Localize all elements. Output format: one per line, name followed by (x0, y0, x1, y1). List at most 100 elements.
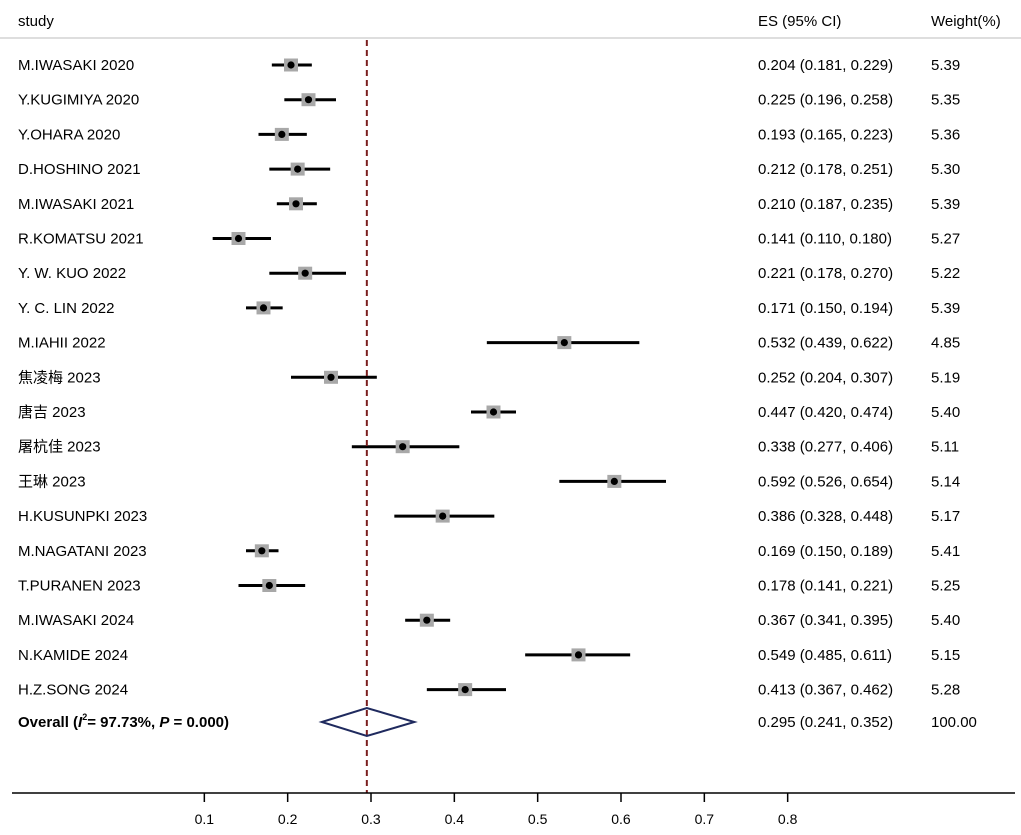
x-tick-label: 0.2 (278, 811, 298, 827)
study-label: H.KUSUNPKI 2023 (18, 508, 147, 525)
study-row: Y.OHARA 2020 0.193 (0.165, 0.223) 5.36 (18, 126, 960, 143)
study-ci: 0.221 (0.178, 0.270) (758, 265, 893, 282)
point-estimate (259, 304, 268, 312)
study-weight: 5.14 (931, 473, 960, 490)
study-ci: 0.413 (0.367, 0.462) (758, 682, 893, 699)
point-estimate (610, 477, 618, 485)
study-label: 王琳 2023 (18, 473, 86, 490)
study-ci: 0.171 (0.150, 0.194) (758, 300, 893, 317)
overall-label: Overall (I2= 97.73%, P = 0.000) (18, 712, 229, 731)
study-label: 唐吉 2023 (18, 404, 86, 421)
study-weight: 5.11 (931, 439, 959, 456)
study-ci: 0.169 (0.150, 0.189) (758, 543, 893, 560)
study-ci: 0.447 (0.420, 0.474) (758, 404, 893, 421)
x-tick-label: 0.6 (611, 811, 631, 827)
study-row: Y. C. LIN 2022 0.171 (0.150, 0.194) 5.39 (18, 300, 960, 317)
header-study: study (18, 13, 54, 30)
point-estimate (292, 200, 300, 208)
study-label: Y.OHARA 2020 (18, 126, 120, 143)
point-estimate (439, 512, 447, 520)
study-ci: 0.532 (0.439, 0.622) (758, 335, 893, 352)
x-tick-label: 0.3 (361, 811, 381, 827)
point-estimate (399, 443, 407, 451)
study-weight: 5.28 (931, 682, 960, 699)
point-estimate (327, 373, 335, 381)
point-estimate (234, 234, 243, 243)
study-weight: 5.40 (931, 404, 960, 421)
x-tick-label: 0.4 (445, 811, 465, 827)
study-label: 屠杭佳 2023 (18, 439, 101, 456)
study-row: M.IWASAKI 2021 0.210 (0.187, 0.235) 5.39 (18, 196, 960, 213)
x-tick-label: 0.1 (195, 811, 215, 827)
point-estimate (258, 547, 266, 555)
study-ci: 0.367 (0.341, 0.395) (758, 612, 893, 629)
overall-weight: 100.00 (931, 714, 977, 731)
overall-row: Overall (I2= 97.73%, P = 0.000) 0.295 (0… (18, 706, 977, 738)
point-estimate (294, 165, 302, 173)
study-ci: 0.549 (0.485, 0.611) (758, 647, 892, 664)
header-weight: Weight(%) (931, 13, 1001, 30)
study-rows: M.IWASAKI 2020 0.204 (0.181, 0.229) 5.39 Y.… (18, 57, 960, 699)
study-weight: 5.22 (931, 265, 960, 282)
study-row: Y.KUGIMIYA 2020 0.225 (0.196, 0.258) 5.35 (18, 92, 960, 109)
point-estimate (423, 616, 431, 624)
study-label: M.IWASAKI 2021 (18, 196, 134, 213)
study-label: Y. C. LIN 2022 (18, 300, 114, 317)
study-row: M.IAHII 2022 0.532 (0.439, 0.622) 4.85 (18, 335, 960, 352)
study-weight: 5.17 (931, 508, 960, 525)
point-estimate (461, 686, 469, 694)
study-ci: 0.338 (0.277, 0.406) (758, 439, 893, 456)
point-estimate (304, 96, 313, 104)
x-axis: 0.1 0.2 0.3 0.4 0.5 0.6 0.7 0.8 (12, 792, 1015, 827)
study-weight: 5.39 (931, 196, 960, 213)
x-tick-label: 0.7 (695, 811, 715, 827)
point-estimate (489, 408, 498, 416)
study-label: Y.KUGIMIYA 2020 (18, 92, 139, 109)
study-label: N.KAMIDE 2024 (18, 647, 128, 664)
study-label: H.Z.SONG 2024 (18, 682, 128, 699)
study-label: T.PURANEN 2023 (18, 578, 141, 595)
study-label: R.KOMATSU 2021 (18, 231, 144, 248)
study-label: Y. W. KUO 2022 (18, 265, 126, 282)
point-estimate (574, 651, 583, 659)
study-ci: 0.386 (0.328, 0.448) (758, 508, 893, 525)
study-weight: 5.25 (931, 578, 960, 595)
study-label: M.IWASAKI 2024 (18, 612, 134, 629)
study-weight: 5.30 (931, 161, 960, 178)
study-weight: 5.39 (931, 57, 960, 74)
study-row: M.NAGATANI 2023 0.169 (0.150, 0.189) 5.41 (18, 543, 960, 560)
study-row: 焦凌梅 2023 0.252 (0.204, 0.307) 5.19 (18, 369, 960, 386)
study-ci: 0.212 (0.178, 0.251) (758, 161, 893, 178)
study-weight: 5.27 (931, 231, 960, 248)
study-row: D.HOSHINO 2021 0.212 (0.178, 0.251) 5.30 (18, 161, 960, 178)
study-ci: 0.178 (0.141, 0.221) (758, 578, 893, 595)
study-label: D.HOSHINO 2021 (18, 161, 141, 178)
study-row: 唐吉 2023 0.447 (0.420, 0.474) 5.40 (18, 404, 960, 421)
study-ci: 0.141 (0.110, 0.180) (758, 231, 892, 248)
study-ci: 0.225 (0.196, 0.258) (758, 92, 893, 109)
study-ci: 0.592 (0.526, 0.654) (758, 473, 893, 490)
study-row: Y. W. KUO 2022 0.221 (0.178, 0.270) 5.22 (18, 265, 960, 282)
study-label: 焦凌梅 2023 (18, 369, 101, 386)
point-estimate (560, 339, 568, 347)
study-weight: 5.41 (931, 543, 960, 560)
study-ci: 0.193 (0.165, 0.223) (758, 126, 893, 143)
point-estimate (278, 130, 286, 138)
study-weight: 5.40 (931, 612, 960, 629)
study-weight: 5.36 (931, 126, 960, 143)
study-weight: 5.19 (931, 369, 960, 386)
study-row: T.PURANEN 2023 0.178 (0.141, 0.221) 5.25 (18, 578, 960, 595)
overall-diamond (318, 706, 418, 738)
study-weight: 5.35 (931, 92, 960, 109)
study-row: H.Z.SONG 2024 0.413 (0.367, 0.462) 5.28 (18, 682, 960, 699)
header-row: study ES (95% CI) Weight(%) (0, 13, 1021, 39)
point-estimate (301, 269, 309, 277)
study-row: H.KUSUNPKI 2023 0.386 (0.328, 0.448) 5.17 (18, 508, 960, 525)
study-label: M.IWASAKI 2020 (18, 57, 134, 74)
study-ci: 0.204 (0.181, 0.229) (758, 57, 893, 74)
study-label: M.IAHII 2022 (18, 335, 106, 352)
x-tick-label: 0.5 (528, 811, 548, 827)
point-estimate (265, 581, 273, 590)
overall-ci: 0.295 (0.241, 0.352) (758, 714, 893, 731)
